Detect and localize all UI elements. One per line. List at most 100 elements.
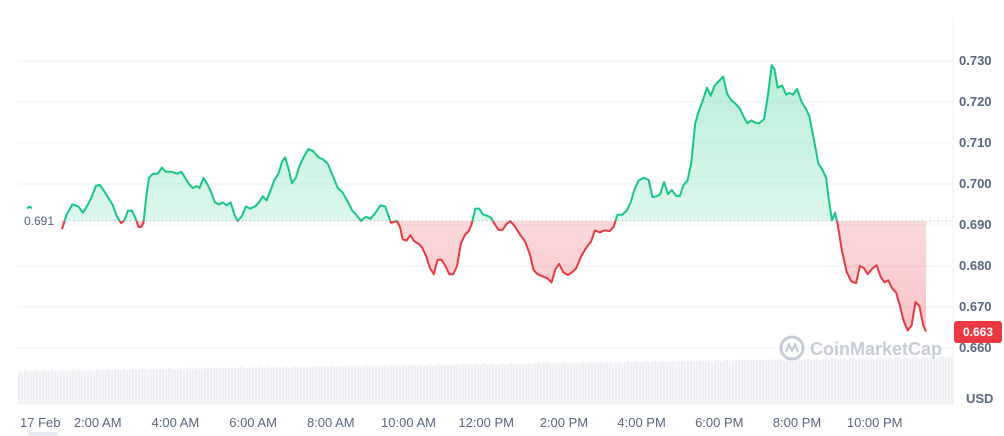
volume-bar	[420, 364, 423, 404]
volume-bar	[513, 364, 516, 404]
volume-bar	[69, 369, 72, 404]
volume-bar	[435, 364, 438, 404]
volume-bar	[363, 366, 366, 404]
volume-bar	[354, 366, 357, 404]
volume-bar	[669, 361, 672, 404]
volume-bar	[321, 365, 324, 404]
baseline-value: 0.691	[24, 214, 54, 228]
volume-bar	[378, 366, 381, 404]
volume-bar	[747, 360, 750, 404]
volume-bar	[21, 371, 24, 404]
volume-bar	[540, 363, 543, 404]
volume-bar	[408, 365, 411, 404]
volume-bar	[330, 365, 333, 404]
volume-bar	[294, 366, 297, 404]
volume-bar	[873, 358, 876, 404]
y-tick-label: 0.690	[959, 217, 992, 232]
volume-bar	[306, 367, 309, 404]
volume-bar	[492, 363, 495, 404]
volume-bar	[75, 370, 78, 404]
volume-bar	[507, 363, 510, 404]
volume-bar	[795, 359, 798, 404]
volume-bar	[177, 367, 180, 404]
volume-bar	[615, 361, 618, 404]
volume-bar	[225, 368, 228, 404]
volume-bar	[309, 367, 312, 404]
coinmarketcap-logo-icon	[779, 335, 805, 361]
volume-bar	[123, 368, 126, 404]
volume-bar	[273, 367, 276, 404]
x-tick-label: 4:00 AM	[152, 415, 200, 430]
volume-bar	[759, 359, 762, 404]
volume-bar	[186, 367, 189, 404]
volume-bar	[741, 359, 744, 404]
volume-bar	[447, 363, 450, 404]
volume-bar	[810, 359, 813, 404]
volume-bar	[912, 357, 915, 404]
volume-bar	[195, 367, 198, 404]
volume-bar	[606, 362, 609, 404]
volume-bar	[942, 356, 945, 404]
volume-bar	[390, 365, 393, 404]
volume-bar	[894, 357, 897, 404]
volume-bar	[288, 367, 291, 404]
volume-bar	[81, 370, 84, 404]
volume-bar	[930, 356, 933, 404]
volume-bar	[558, 363, 561, 404]
volume-bar	[714, 360, 717, 404]
volume-bar	[120, 370, 123, 404]
volume-bar	[357, 365, 360, 404]
volume-bar	[465, 363, 468, 404]
volume-bar	[735, 359, 738, 404]
volume-bar	[636, 361, 639, 404]
volume-bar	[909, 358, 912, 404]
volume-bar	[501, 363, 504, 404]
volume-bar	[570, 362, 573, 404]
volume-bar	[42, 369, 45, 404]
volume-bar	[549, 363, 552, 404]
volume-bar	[831, 358, 834, 404]
volume-bar	[303, 365, 306, 404]
volume-bar	[657, 362, 660, 404]
volume-bar	[72, 370, 75, 404]
volume-bar	[939, 356, 942, 404]
volume-bar	[51, 369, 54, 404]
volume-bar	[285, 366, 288, 404]
range-scroll-handle[interactable]	[28, 432, 58, 436]
volume-bar	[54, 370, 57, 404]
volume-bar	[762, 359, 765, 404]
y-tick-label: 0.700	[959, 176, 992, 191]
volume-bar	[915, 357, 918, 404]
volume-bar	[858, 358, 861, 404]
y-tick-label: 0.710	[959, 135, 992, 150]
volume-bar	[528, 362, 531, 404]
volume-bar	[183, 369, 186, 404]
volume-bar	[36, 370, 39, 404]
volume-bar	[342, 366, 345, 404]
volume-bar	[705, 360, 708, 404]
volume-bar	[552, 363, 555, 404]
x-tick-label: 17 Feb	[20, 415, 60, 430]
volume-bar	[438, 363, 441, 404]
volume-bar	[60, 369, 63, 404]
volume-bar	[165, 369, 168, 404]
volume-bar	[948, 356, 951, 404]
volume-bar	[474, 363, 477, 404]
volume-bar	[111, 370, 114, 404]
volume-bar	[537, 362, 540, 404]
volume-bar	[90, 370, 93, 404]
volume-bar	[924, 357, 927, 404]
volume-bar	[246, 368, 249, 404]
volume-bar	[144, 369, 147, 404]
volume-bar	[675, 361, 678, 404]
volume-bar	[711, 361, 714, 404]
y-tick-label: 0.670	[959, 299, 992, 314]
volume-bar	[855, 359, 858, 404]
volume-bar	[393, 364, 396, 404]
volume-bar	[525, 363, 528, 404]
volume-bar	[933, 357, 936, 404]
volume-bar	[750, 359, 753, 404]
volume-bar	[432, 365, 435, 404]
volume-bar	[264, 367, 267, 404]
